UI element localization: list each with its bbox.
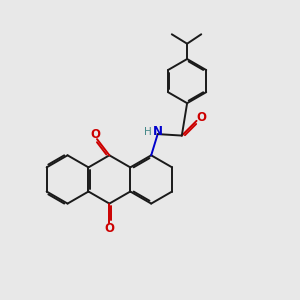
Text: O: O <box>196 111 206 124</box>
Text: H: H <box>144 127 152 137</box>
Text: O: O <box>104 221 114 235</box>
Text: O: O <box>91 128 100 141</box>
Text: N: N <box>153 125 163 138</box>
